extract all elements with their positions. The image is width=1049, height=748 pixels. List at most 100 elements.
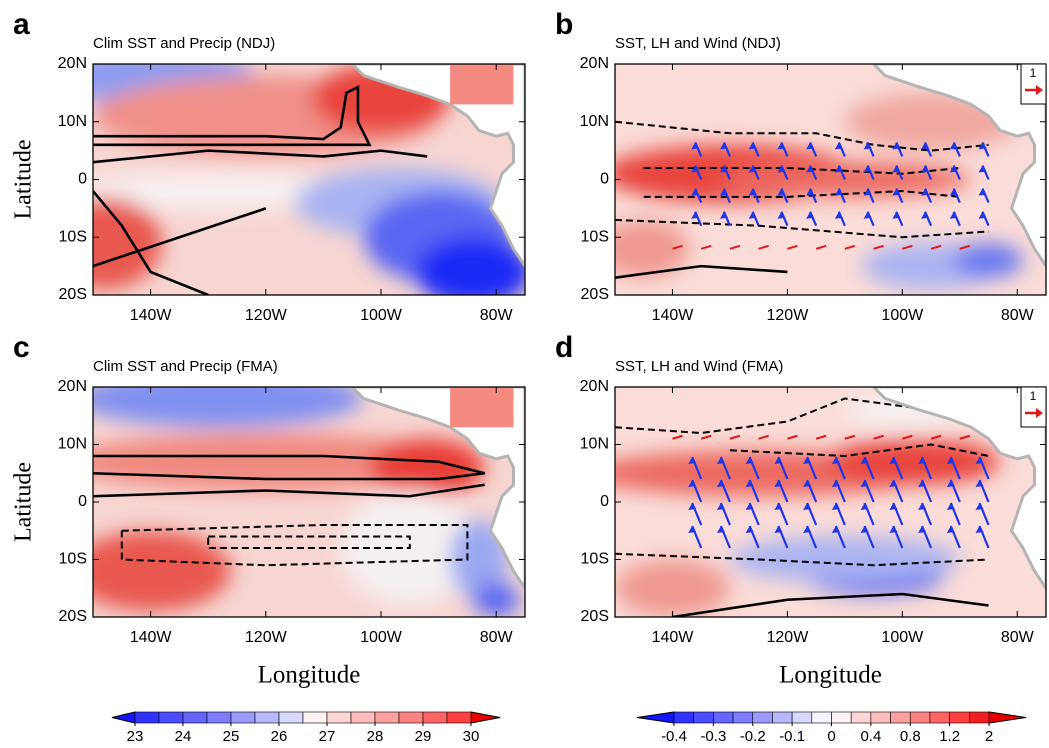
field-patch	[473, 582, 520, 617]
panel-letter: d	[555, 331, 573, 364]
y-tick-label: 0	[78, 171, 87, 188]
colorbar-label: 0.8	[900, 728, 921, 745]
wind-arrow-head	[949, 165, 958, 173]
wind-arrow-head	[949, 188, 958, 196]
y-tick-label: 10S	[581, 551, 609, 568]
y-tick-label: 20S	[59, 608, 87, 625]
colorbar-box	[398, 711, 424, 724]
wind-arrow-head	[716, 526, 725, 533]
field-patch	[827, 438, 1001, 485]
wind-arrow-head	[860, 457, 869, 464]
map-field	[93, 387, 525, 617]
wind-arrow	[787, 244, 798, 250]
wind-arrow-head	[918, 480, 927, 487]
wind-arrow-head	[978, 142, 987, 150]
wind-arrow	[729, 434, 741, 440]
wind-arrow-head	[946, 457, 955, 464]
wind-arrow-head	[889, 503, 898, 510]
wind-arrow-head	[918, 457, 927, 464]
wind-arrow-head	[975, 526, 984, 533]
colorbar-box	[969, 711, 990, 724]
y-tick-label: 20S	[581, 286, 609, 303]
colorbar-label: 28	[367, 728, 384, 745]
vector-key-label: 1	[1030, 66, 1037, 80]
vector-key-box	[1020, 63, 1047, 105]
land	[871, 64, 1046, 269]
contour	[615, 552, 989, 567]
y-tick-label: 10N	[58, 436, 87, 453]
wind-arrow-head	[716, 503, 725, 510]
y-tick-label: 10S	[59, 551, 87, 568]
x-tick-label: 80W	[1001, 307, 1035, 324]
wind-arrow-head	[719, 142, 728, 150]
wind-arrow-head	[691, 188, 700, 196]
wind-arrow-head	[688, 526, 697, 533]
field-patch	[93, 196, 163, 290]
wind-arrow-head	[745, 526, 754, 533]
y-tick-label: 20N	[580, 55, 609, 72]
wind-arrow	[672, 434, 683, 440]
wind-arrow-head	[889, 480, 898, 487]
land	[350, 387, 525, 591]
wind-arrow	[930, 244, 942, 250]
x-tick-label: 100W	[881, 307, 924, 324]
wind-arrow-head	[803, 457, 812, 464]
contour	[729, 443, 989, 458]
y-tick-label: 20S	[581, 608, 609, 625]
wind-arrow-head	[691, 142, 700, 150]
wind-arrow-head	[946, 503, 955, 510]
y-tick-label: 10N	[580, 436, 609, 453]
wind-arrow-head	[745, 457, 754, 464]
contour	[615, 218, 989, 239]
wind-arrow-head	[863, 211, 872, 219]
colorbar-label: 27	[319, 728, 336, 745]
colorbar-box	[158, 711, 184, 724]
colorbar-box	[732, 711, 754, 724]
panel-title: SST, LH and Wind (FMA)	[615, 358, 783, 375]
y-tick-label: 0	[78, 493, 87, 510]
colorbar-label: 1.2	[939, 728, 960, 745]
wind-arrow-head	[975, 457, 984, 464]
field-patch	[450, 519, 508, 600]
colorbar-label: 29	[415, 728, 432, 745]
y-tick-label: 10N	[580, 113, 609, 130]
colorbar-label: -0.2	[740, 728, 766, 745]
colorbar-box	[446, 711, 472, 724]
colorbar-box	[850, 711, 872, 724]
y-tick-label: 20N	[58, 378, 87, 395]
field-patch	[615, 559, 730, 617]
wind-arrow-head	[745, 480, 754, 487]
colorbar-box	[909, 711, 931, 724]
land	[871, 387, 1046, 591]
x-tick-label: 140W	[652, 629, 695, 646]
y-axis-label: Latitude	[11, 140, 37, 220]
x-tick-label: 140W	[130, 307, 173, 324]
wind-arrow-head	[774, 480, 783, 487]
y-tick-label: 10N	[58, 113, 87, 130]
wind-arrow-head	[949, 211, 958, 219]
x-tick-label: 80W	[480, 629, 514, 646]
wind-arrow-head	[803, 480, 812, 487]
contour	[93, 84, 372, 147]
wind-arrow-head	[806, 188, 815, 196]
colorbar-box	[693, 711, 714, 724]
wind-arrow-head	[863, 165, 872, 173]
wind-arrow-head	[834, 165, 843, 173]
colorbar-label: 2	[985, 728, 993, 745]
wind-arrow-head	[806, 165, 815, 173]
colorbar-box	[929, 711, 950, 724]
y-axis-label: Latitude	[11, 462, 37, 542]
panel-letter: b	[555, 8, 573, 41]
wind-arrow-head	[863, 142, 872, 150]
colorbar-end	[111, 711, 136, 724]
wind-arrow-head	[719, 165, 728, 173]
colorbar-label: -0.3	[700, 728, 726, 745]
colorbar-box	[302, 711, 328, 724]
colorbar-box	[811, 711, 832, 724]
wind-arrow-head	[777, 142, 786, 150]
wind-arrow-head	[719, 211, 728, 219]
wind-arrow-head	[892, 142, 901, 150]
colorbar-box	[230, 711, 256, 724]
contour	[643, 166, 960, 175]
